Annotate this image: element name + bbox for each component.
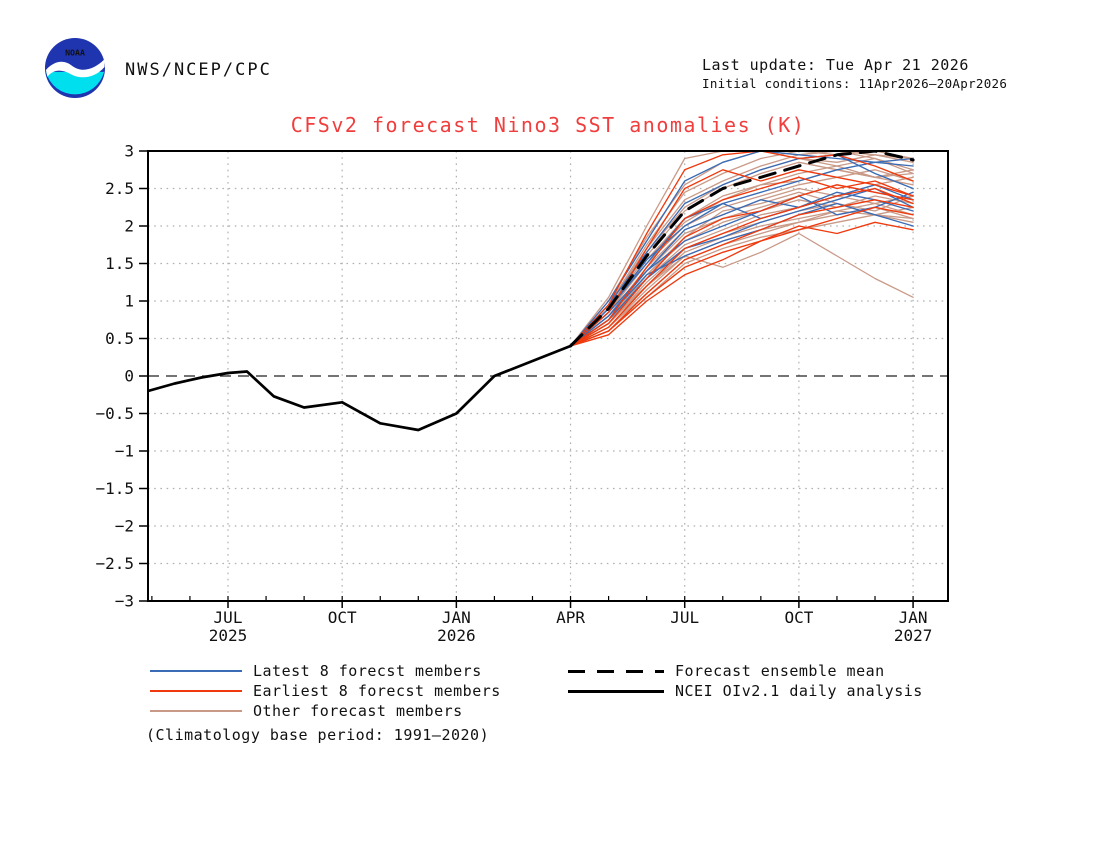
member-line-other — [569, 232, 914, 347]
member-line-earliest — [569, 206, 914, 347]
legend-line-mean — [568, 669, 664, 673]
legend-line-other — [150, 710, 242, 712]
x-tick-label: OCT — [328, 608, 357, 627]
member-line-earliest — [569, 176, 914, 347]
y-tick-label: 1 — [124, 292, 134, 311]
climatology-note: (Climatology base period: 1991–2020) — [146, 726, 490, 744]
y-tick-label: −2 — [115, 517, 134, 536]
legend-label-earliest: Earliest 8 forecst members — [253, 682, 501, 700]
x-tick-label: JUL — [670, 608, 699, 627]
x-tick-year-label: 2027 — [894, 626, 933, 645]
member-line-latest — [569, 187, 914, 347]
ensemble-mean-line — [569, 151, 915, 348]
member-line-other — [569, 151, 914, 347]
legend-line-analysis — [568, 689, 664, 693]
last-update-text: Last update: Tue Apr 21 2026 — [702, 56, 969, 74]
member-line-other — [569, 195, 914, 347]
member-line-earliest — [569, 151, 914, 347]
x-tick-label: OCT — [784, 608, 813, 627]
member-line-latest — [569, 154, 914, 347]
y-tick-label: −1.5 — [95, 479, 134, 498]
member-line-other — [569, 151, 914, 347]
legend-label-analysis: NCEI OIv2.1 daily analysis — [675, 682, 923, 700]
y-tick-label: −2.5 — [95, 554, 134, 573]
legend-item-other: Other forecast members — [150, 701, 463, 721]
y-tick-label: 2.5 — [105, 179, 134, 198]
legend-label-other: Other forecast members — [253, 702, 463, 720]
y-tick-label: −1 — [115, 442, 134, 461]
legend-label-latest: Latest 8 forecst members — [253, 662, 482, 680]
y-tick-label: 2 — [124, 217, 134, 236]
chart-title: CFSv2 forecast Nino3 SST anomalies (K) — [290, 113, 806, 137]
series-lines — [148, 151, 915, 432]
legend-item-analysis: NCEI OIv2.1 daily analysis — [568, 681, 923, 701]
member-line-latest — [569, 151, 914, 347]
axes: 32.521.510.50−0.5−1−1.5−2−2.5−3JUL2025OC… — [95, 142, 932, 646]
member-line-latest — [569, 157, 914, 347]
member-line-earliest — [569, 199, 914, 347]
x-tick-label: JAN — [442, 608, 471, 627]
noaa-logo-sea — [45, 71, 105, 95]
member-line-other — [569, 202, 914, 347]
member-line-other — [569, 151, 914, 347]
legend-line-earliest — [150, 690, 242, 692]
x-tick-label: JAN — [899, 608, 928, 627]
y-tick-label: 0 — [124, 367, 134, 386]
noaa-logo-gull-icon — [45, 59, 105, 78]
y-tick-label: −3 — [115, 592, 134, 611]
member-line-other — [569, 169, 914, 347]
gridlines — [148, 150, 948, 602]
member-line-earliest — [569, 184, 914, 347]
legend-item-latest: Latest 8 forecst members — [150, 661, 482, 681]
y-tick-label: 0.5 — [105, 329, 134, 348]
y-tick-label: 3 — [124, 142, 134, 161]
x-tick-label: APR — [556, 608, 585, 627]
initial-conditions-text: Initial conditions: 11Apr2026–20Apr2026 — [702, 76, 1008, 91]
legend-item-earliest: Earliest 8 forecst members — [150, 681, 501, 701]
x-tick-year-label: 2026 — [437, 626, 476, 645]
x-tick-year-label: 2025 — [209, 626, 248, 645]
observed-line — [148, 344, 572, 432]
y-tick-label: −0.5 — [95, 404, 134, 423]
member-line-earliest — [569, 187, 914, 347]
legend-line-latest — [150, 670, 242, 672]
member-line-earliest — [569, 221, 914, 347]
member-line-latest — [569, 191, 914, 347]
legend-item-mean: Forecast ensemble mean — [568, 661, 885, 681]
x-tick-label: JUL — [214, 608, 243, 627]
y-tick-label: 1.5 — [105, 254, 134, 273]
noaa-logo: NOAA — [44, 37, 106, 99]
noaa-logo-text: NOAA — [65, 47, 85, 57]
agency-title: NWS/NCEP/CPC — [125, 60, 272, 80]
member-line-other — [569, 151, 914, 347]
member-line-latest — [569, 202, 914, 347]
legend-label-mean: Forecast ensemble mean — [675, 662, 885, 680]
